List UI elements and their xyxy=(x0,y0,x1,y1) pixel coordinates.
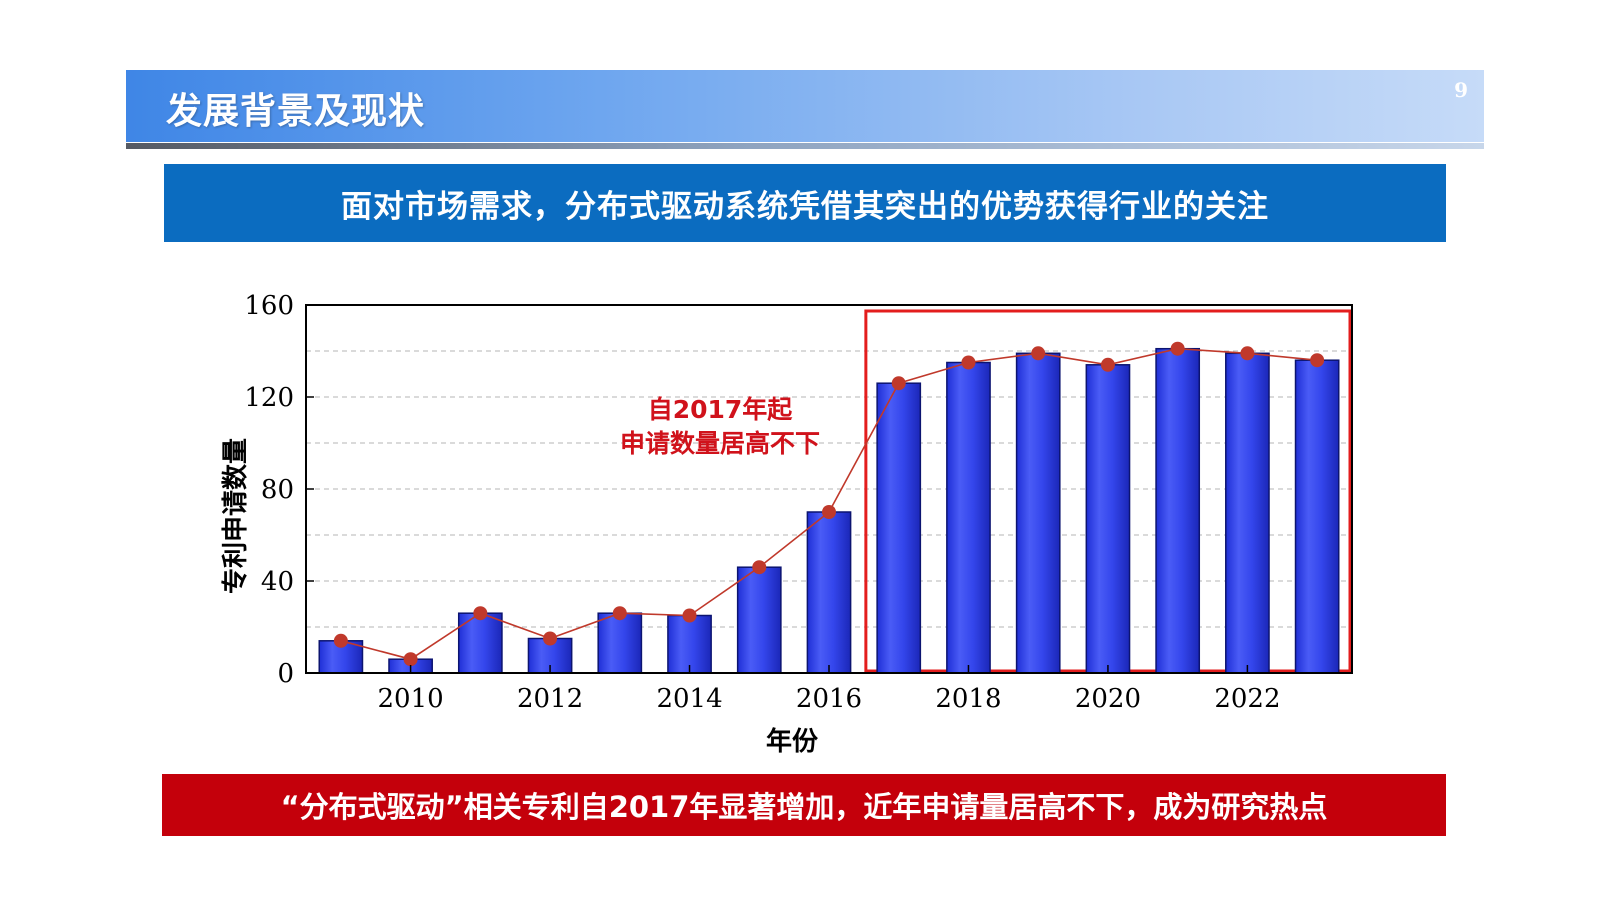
y-axis-label: 专利申请数量 xyxy=(221,438,251,594)
y-tick-label: 160 xyxy=(244,291,294,321)
point-2011 xyxy=(473,606,488,621)
point-2021 xyxy=(1170,341,1185,356)
page-number: 9 xyxy=(1454,78,1468,102)
header-rule xyxy=(126,143,1484,149)
point-2018 xyxy=(961,355,976,370)
point-2016 xyxy=(822,505,836,519)
bar-2013 xyxy=(597,612,643,674)
x-tick-label: 2012 xyxy=(517,684,583,714)
chart-annotation: 自2017年起 申请数量居高不下 xyxy=(590,393,850,461)
bar-2011 xyxy=(457,612,503,674)
bar-2017 xyxy=(876,382,922,674)
annotation-line-2: 申请数量居高不下 xyxy=(619,429,820,458)
bar-2014 xyxy=(667,614,712,674)
annotation-line-1: 自2017年起 xyxy=(647,395,793,424)
point-2023 xyxy=(1310,353,1325,368)
banner-text: 面对市场需求，分布式驱动系统凭借其突出的优势获得行业的关注 xyxy=(341,188,1269,225)
bar-2021 xyxy=(1155,347,1201,674)
bar-2015 xyxy=(736,566,782,674)
point-2013 xyxy=(612,606,627,621)
y-tick-label: 120 xyxy=(244,383,294,413)
footer-bar: “分布式驱动”相关专利自2017年显著增加，近年申请量居高不下，成为研究热点 xyxy=(162,774,1446,836)
point-2009 xyxy=(333,633,348,648)
point-2017 xyxy=(891,376,906,391)
header-bar: 发展背景及现状 9 xyxy=(126,70,1484,142)
point-2010 xyxy=(403,652,418,667)
bar-2022 xyxy=(1225,352,1270,674)
x-tick-label: 2016 xyxy=(796,684,862,714)
page-title: 发展背景及现状 xyxy=(166,91,426,132)
x-axis-label: 年份 xyxy=(766,726,818,757)
point-2012 xyxy=(543,631,558,646)
bar-2023 xyxy=(1294,359,1340,674)
x-tick-label: 2020 xyxy=(1075,684,1141,714)
point-2015 xyxy=(752,560,767,575)
x-tick-label: 2010 xyxy=(378,684,444,714)
y-tick-label: 0 xyxy=(277,659,294,689)
point-2019 xyxy=(1031,346,1046,361)
point-2014 xyxy=(682,608,697,623)
y-tick-label: 40 xyxy=(261,567,294,597)
bar-2019 xyxy=(1015,352,1061,674)
x-tick-label: 2018 xyxy=(935,684,1001,714)
bar-2016 xyxy=(806,511,852,674)
y-tick-label: 80 xyxy=(261,475,294,505)
bar-2020 xyxy=(1085,364,1131,674)
point-2022 xyxy=(1240,346,1255,361)
x-tick-label: 2014 xyxy=(656,684,722,714)
banner: 面对市场需求，分布式驱动系统凭借其突出的优势获得行业的关注 xyxy=(164,164,1446,242)
footer-text: “分布式驱动”相关专利自2017年显著增加，近年申请量居高不下，成为研究热点 xyxy=(280,790,1328,824)
bar-2018 xyxy=(946,361,991,674)
x-tick-label: 2022 xyxy=(1214,684,1280,714)
point-2020 xyxy=(1100,357,1115,372)
